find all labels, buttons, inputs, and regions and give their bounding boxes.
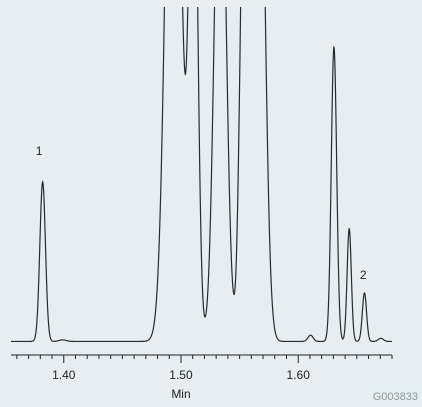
trace-layer xyxy=(11,7,392,343)
peak-label: 1 xyxy=(36,144,43,158)
x-tick-label: 1.60 xyxy=(287,368,311,382)
x-tick-label: 1.40 xyxy=(52,368,76,382)
peak-label: 2 xyxy=(360,268,367,282)
figure-id-label: G003833 xyxy=(373,391,418,403)
x-tick-label: 1.50 xyxy=(169,368,193,382)
x-axis-ticks: 1.40 1.50 1.60 xyxy=(16,355,393,382)
peak-annotations: 12 xyxy=(36,144,367,282)
chromatogram-trace xyxy=(11,7,392,343)
x-axis-title: Min xyxy=(171,387,190,401)
